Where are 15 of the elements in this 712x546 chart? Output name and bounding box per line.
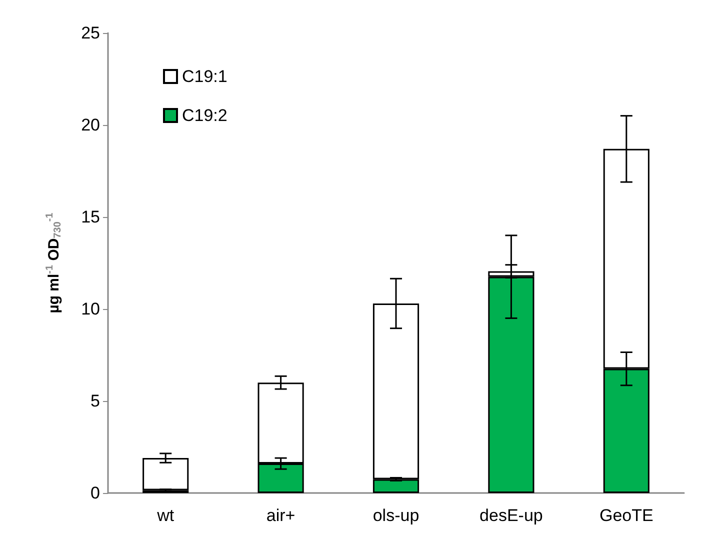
bar xyxy=(142,458,189,490)
legend-label: C19:1 xyxy=(182,67,228,86)
x-tick-label: ols-up xyxy=(372,506,420,525)
x-tick-label: desE-up xyxy=(480,506,543,525)
y-tick-label: 25 xyxy=(81,24,100,42)
legend-label: C19:2 xyxy=(182,106,228,125)
x-tick-label: air+ xyxy=(266,506,296,525)
y-axis-title: µg ml-1 OD730-1 xyxy=(44,212,64,314)
x-tick-label: wt xyxy=(156,506,174,525)
y-tick-label: 5 xyxy=(90,392,100,410)
x-tick-label: GeoTE xyxy=(599,506,654,525)
y-tick-label: 20 xyxy=(81,116,100,134)
y-tick-label: 10 xyxy=(81,300,100,318)
y-tick-label: 0 xyxy=(90,484,100,502)
y-tick-label: 15 xyxy=(81,208,100,226)
